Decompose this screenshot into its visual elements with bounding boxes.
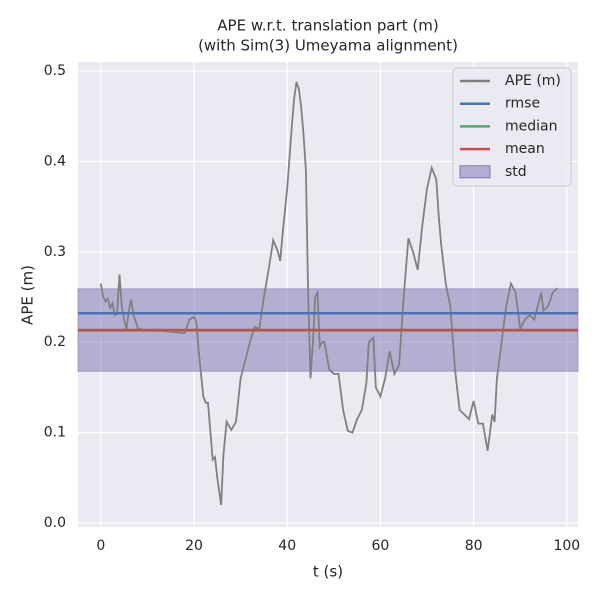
legend-label: median xyxy=(505,118,557,134)
x-axis-label: t (s) xyxy=(313,563,343,581)
x-tick-label: 60 xyxy=(372,538,390,554)
chart-title: APE w.r.t. translation part (m) xyxy=(217,17,438,35)
legend-swatch xyxy=(459,165,491,179)
y-tick-label: 0.4 xyxy=(44,153,66,169)
x-tick-label: 100 xyxy=(553,538,580,554)
legend-label: rmse xyxy=(505,96,540,112)
y-tick-label: 0.2 xyxy=(44,334,66,350)
legend-label: mean xyxy=(505,141,545,157)
legend-label: std xyxy=(505,164,527,180)
x-tick-label: 20 xyxy=(185,538,203,554)
x-tick-label: 80 xyxy=(465,538,483,554)
y-tick-label: 0.1 xyxy=(44,425,66,441)
x-tick-label: 0 xyxy=(96,538,105,554)
y-axis-label: APE (m) xyxy=(19,265,37,325)
ape-line xyxy=(99,81,559,506)
y-tick-label: 0.3 xyxy=(44,244,66,260)
marks xyxy=(77,81,579,506)
legend-label: APE (m) xyxy=(505,73,561,89)
y-tick-label: 0.0 xyxy=(44,515,66,531)
legend: APE (m) rmse median mean std xyxy=(452,67,572,187)
legend-box xyxy=(452,67,572,187)
chart-subtitle: (with Sim(3) Umeyama alignment) xyxy=(198,37,458,55)
y-tick-label: 0.5 xyxy=(44,63,66,79)
x-tick-label: 40 xyxy=(278,538,296,554)
